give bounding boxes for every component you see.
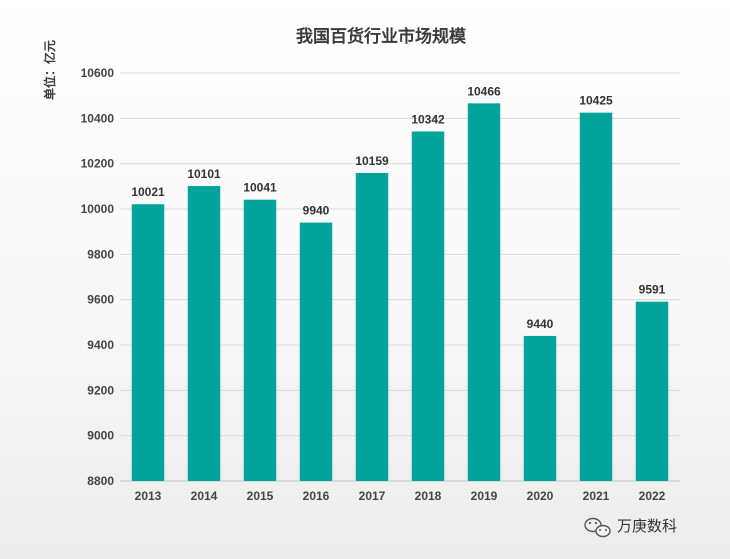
y-tick-label: 10000 <box>81 202 115 216</box>
bar-2014 <box>187 186 221 481</box>
y-tick-label: 9600 <box>87 293 114 307</box>
bars-layer <box>131 103 669 482</box>
watermark: 万庚数科 <box>584 517 677 538</box>
x-tick-label: 2015 <box>247 489 274 503</box>
y-tick-label: 9400 <box>87 338 114 352</box>
bar-2019 <box>467 103 501 481</box>
data-label-2014: 10101 <box>187 167 221 181</box>
wechat-icon <box>584 517 611 538</box>
bar-2018 <box>411 131 445 482</box>
bar-2013 <box>131 204 165 482</box>
y-tick-label: 10600 <box>81 66 115 80</box>
watermark-text: 万庚数科 <box>617 518 677 535</box>
x-tick-label: 2014 <box>191 489 218 503</box>
data-label-2018: 10342 <box>411 112 445 126</box>
x-tick-label: 2019 <box>471 489 498 503</box>
y-tick-label: 9200 <box>87 383 114 397</box>
data-label-2015: 10041 <box>243 181 277 195</box>
data-label-2013: 10021 <box>131 185 165 199</box>
data-label-2019: 10466 <box>467 84 501 98</box>
bar-2021 <box>579 112 613 482</box>
y-axis-unit-label: 单位：亿元 <box>42 40 57 100</box>
data-labels-layer: 10021 10101 10041 9940 10159 10342 10466 9440 10… <box>131 84 665 331</box>
y-tick-label: 9000 <box>87 429 114 443</box>
y-tick-label: 9800 <box>87 247 114 261</box>
data-label-2017: 10159 <box>355 154 389 168</box>
y-tick-label: 8800 <box>87 474 114 488</box>
y-tick-label: 10400 <box>81 111 115 125</box>
bar-2022 <box>635 301 669 481</box>
bar-2020 <box>523 335 557 481</box>
x-tick-label: 2020 <box>527 489 554 503</box>
x-tick-label: 2021 <box>583 489 610 503</box>
x-ticks-layer: 2013 2014 2015 2016 2017 2018 2019 2020 2021 2022 <box>135 489 666 503</box>
data-label-2022: 9591 <box>639 283 666 297</box>
x-tick-label: 2016 <box>303 489 330 503</box>
x-tick-label: 2018 <box>415 489 442 503</box>
bar-2017 <box>355 172 389 481</box>
y-tick-label: 10200 <box>81 157 115 171</box>
x-tick-label: 2013 <box>135 489 162 503</box>
bar-2015 <box>243 199 277 481</box>
bar-2016 <box>299 222 333 481</box>
x-tick-label: 2017 <box>359 489 386 503</box>
chart-title: 我国百货行业市场规模 <box>296 26 467 46</box>
data-label-2021: 10425 <box>579 94 613 108</box>
x-tick-label: 2022 <box>639 489 666 503</box>
data-label-2016: 9940 <box>303 204 330 218</box>
data-label-2020: 9440 <box>527 317 554 331</box>
